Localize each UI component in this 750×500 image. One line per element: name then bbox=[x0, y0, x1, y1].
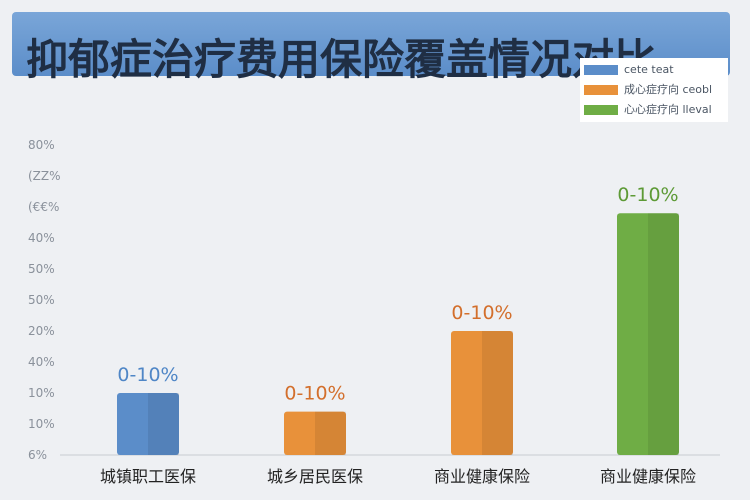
title-band: 抑郁症治疗费用保险覆盖情况对比 bbox=[12, 12, 730, 84]
y-tick-label: 80% bbox=[28, 138, 55, 152]
chart-title: 抑郁症治疗费用保险覆盖情况对比 bbox=[26, 35, 657, 84]
legend-swatch-2 bbox=[584, 85, 618, 95]
category-label: 商业健康保险 bbox=[600, 467, 696, 486]
data-label: 0-10% bbox=[284, 383, 345, 405]
y-tick-label: 10% bbox=[28, 386, 55, 400]
category-label: 城镇职工医保 bbox=[100, 467, 196, 486]
y-tick-label: (€€% bbox=[28, 200, 59, 214]
y-tick-label: 6% bbox=[28, 448, 47, 462]
y-tick-label: 40% bbox=[28, 355, 55, 369]
category-label: 商业健康保险 bbox=[434, 467, 530, 486]
legend-label-1: cete teat bbox=[624, 63, 674, 76]
legend-swatch-3 bbox=[584, 105, 618, 115]
legend: cete teat 成心症疗向 ceobl 心心症疗向 lleval bbox=[580, 58, 728, 122]
y-tick-label: 10% bbox=[28, 417, 55, 431]
y-tick-label: 50% bbox=[28, 293, 55, 307]
legend-label-3: 心心症疗向 lleval bbox=[624, 103, 712, 116]
bar-shade bbox=[315, 411, 346, 455]
y-tick-label: 40% bbox=[28, 231, 55, 245]
y-tick-label: (ZZ% bbox=[28, 169, 61, 183]
legend-label-2: 成心症疗向 ceobl bbox=[624, 83, 713, 96]
bar bbox=[284, 411, 346, 455]
bar bbox=[117, 393, 179, 455]
category-label: 城乡居民医保 bbox=[267, 467, 363, 486]
y-tick-label: 50% bbox=[28, 262, 55, 276]
bar bbox=[617, 213, 679, 455]
data-label: 0-10% bbox=[117, 364, 178, 386]
bar-shade bbox=[148, 393, 179, 455]
y-tick-label: 20% bbox=[28, 324, 55, 338]
bar bbox=[451, 331, 513, 455]
data-label: 0-10% bbox=[451, 302, 512, 324]
bar-shade bbox=[482, 331, 513, 455]
legend-swatch-1 bbox=[584, 65, 618, 75]
bar-shade bbox=[648, 213, 679, 455]
data-label: 0-10% bbox=[617, 184, 678, 206]
